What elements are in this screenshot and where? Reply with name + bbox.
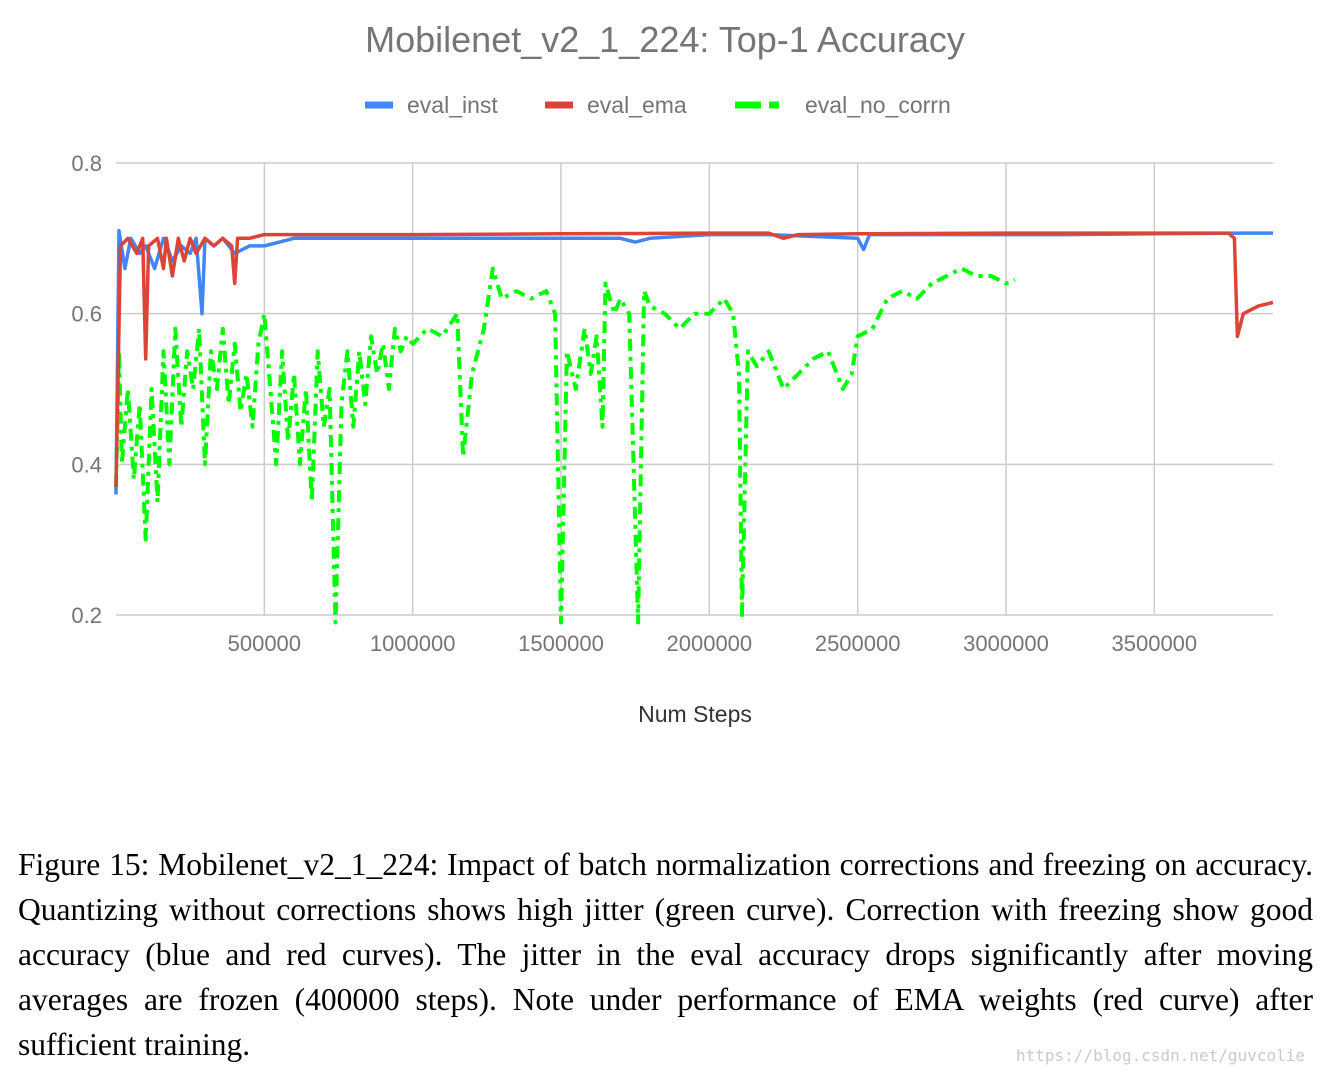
x-tick-label: 500000 (228, 631, 301, 656)
x-axis-ticks: 500000 1000000 1500000 2000000 2500000 300000… (228, 631, 1198, 656)
chart-grid (116, 162, 1273, 616)
series-layer (114, 229, 1274, 625)
y-tick-label: 0.8 (71, 151, 102, 176)
y-tick-label: 0.4 (71, 452, 102, 477)
x-tick-label: 3500000 (1112, 631, 1198, 656)
x-axis-label: Num Steps (638, 701, 752, 727)
watermark: https://blog.csdn.net/guvcolie (1016, 1046, 1305, 1065)
x-tick-label: 1000000 (370, 631, 456, 656)
x-tick-label: 3000000 (963, 631, 1049, 656)
accuracy-line-chart: Mobilenet_v2_1_224: Top-1 Accuracy eval_… (71, 19, 1274, 727)
x-tick-label: 2000000 (667, 631, 753, 656)
x-tick-label: 1500000 (518, 631, 604, 656)
chart-legend: eval_inst eval_ema eval_no_corrn (365, 92, 951, 118)
figure-caption: Figure 15: Mobilenet_v2_1_224: Impact of… (18, 847, 1313, 1062)
y-tick-label: 0.6 (71, 302, 102, 327)
x-tick-label: 2500000 (815, 631, 901, 656)
legend-label: eval_inst (407, 92, 498, 118)
series-line-eval-no-corrn (114, 266, 1016, 625)
legend-label: eval_no_corrn (805, 92, 951, 118)
legend-label: eval_ema (587, 92, 687, 118)
chart-title: Mobilenet_v2_1_224: Top-1 Accuracy (365, 19, 965, 60)
y-tick-label: 0.2 (71, 603, 102, 628)
series-line-eval-ema (114, 231, 1274, 487)
series-line-eval-inst (114, 229, 1273, 495)
y-axis-ticks: 0.8 0.6 0.4 0.2 (71, 151, 102, 628)
